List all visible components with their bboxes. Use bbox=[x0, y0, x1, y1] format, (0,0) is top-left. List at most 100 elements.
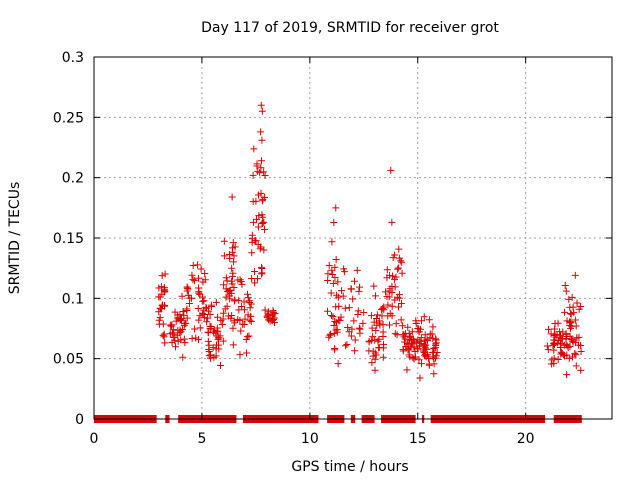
data-point bbox=[169, 326, 177, 334]
data-point bbox=[206, 310, 214, 318]
data-point bbox=[177, 328, 185, 336]
data-point bbox=[432, 339, 440, 347]
data-point bbox=[354, 307, 362, 315]
data-point bbox=[260, 246, 268, 254]
data-point bbox=[403, 366, 411, 374]
data-point bbox=[240, 298, 248, 306]
data-point bbox=[424, 351, 432, 359]
data-point bbox=[371, 349, 379, 357]
data-point bbox=[179, 353, 187, 361]
data-point bbox=[417, 334, 425, 342]
data-point bbox=[219, 337, 227, 345]
data-point bbox=[561, 282, 569, 290]
data-point bbox=[324, 277, 332, 285]
data-point bbox=[200, 297, 208, 305]
data-point bbox=[258, 107, 266, 115]
data-point bbox=[359, 319, 367, 327]
x-tick-label: 0 bbox=[90, 431, 99, 447]
data-point bbox=[325, 262, 333, 270]
data-point bbox=[329, 271, 337, 279]
data-point bbox=[335, 302, 343, 310]
data-point bbox=[332, 256, 340, 264]
data-point bbox=[188, 335, 196, 343]
data-point bbox=[344, 323, 352, 331]
data-point bbox=[194, 261, 202, 269]
data-point bbox=[241, 315, 249, 323]
data-point bbox=[254, 167, 262, 175]
data-point bbox=[331, 263, 339, 271]
data-point bbox=[557, 344, 565, 352]
data-point bbox=[577, 348, 585, 356]
data-point bbox=[422, 341, 430, 349]
data-point bbox=[247, 318, 255, 326]
x-tick-label: 5 bbox=[197, 431, 206, 447]
data-point bbox=[551, 325, 559, 333]
y-tick-label: 0.1 bbox=[62, 291, 84, 307]
data-point bbox=[195, 316, 203, 324]
data-point bbox=[409, 335, 417, 343]
data-point bbox=[324, 270, 332, 278]
data-point bbox=[554, 319, 562, 327]
data-point bbox=[405, 329, 413, 337]
data-point bbox=[577, 366, 585, 374]
data-point bbox=[391, 296, 399, 304]
data-point bbox=[211, 329, 219, 337]
data-point bbox=[245, 332, 253, 340]
data-point bbox=[568, 335, 576, 343]
data-point bbox=[214, 313, 222, 321]
data-point bbox=[375, 343, 383, 351]
data-point bbox=[386, 285, 394, 293]
data-point bbox=[168, 338, 176, 346]
data-point bbox=[155, 316, 163, 324]
data-point bbox=[373, 311, 381, 319]
data-point bbox=[379, 353, 387, 361]
data-point bbox=[331, 344, 339, 352]
data-point bbox=[550, 354, 558, 362]
data-point bbox=[227, 314, 235, 322]
data-point bbox=[191, 325, 199, 333]
data-point bbox=[329, 280, 337, 288]
data-point bbox=[261, 172, 269, 180]
grid-lines bbox=[94, 57, 612, 419]
y-axis-ticks: 0 0.05 0.1 0.15 0.2 0.25 0.3 bbox=[53, 50, 612, 428]
data-point bbox=[571, 339, 579, 347]
data-point bbox=[327, 330, 335, 338]
data-point bbox=[196, 324, 204, 332]
data-point bbox=[347, 285, 355, 293]
data-point bbox=[220, 252, 228, 260]
data-point bbox=[392, 320, 400, 328]
data-point bbox=[239, 320, 247, 328]
data-point bbox=[168, 321, 176, 329]
data-point bbox=[369, 332, 377, 340]
data-point bbox=[201, 269, 209, 277]
data-point bbox=[258, 270, 266, 278]
data-point bbox=[415, 356, 423, 364]
data-point bbox=[379, 304, 387, 312]
data-point bbox=[336, 316, 344, 324]
y-tick-label: 0.2 bbox=[62, 171, 84, 187]
data-point bbox=[332, 204, 340, 212]
data-point bbox=[356, 329, 364, 337]
data-point bbox=[379, 328, 387, 336]
data-point bbox=[356, 283, 364, 291]
data-point bbox=[418, 360, 426, 368]
data-point bbox=[351, 347, 359, 355]
data-point bbox=[190, 277, 198, 285]
data-point bbox=[158, 272, 166, 280]
data-point bbox=[545, 325, 553, 333]
data-point bbox=[409, 354, 417, 362]
data-point bbox=[182, 319, 190, 327]
data-point bbox=[204, 314, 212, 322]
y-tick-label: 0 bbox=[75, 412, 84, 428]
data-point bbox=[324, 307, 332, 315]
data-point bbox=[219, 309, 227, 317]
data-point bbox=[210, 326, 218, 334]
data-point bbox=[174, 326, 182, 334]
data-point bbox=[334, 360, 342, 368]
data-point bbox=[387, 166, 395, 174]
data-point bbox=[355, 287, 363, 295]
chart-title: Day 117 of 2019, SRMTID for receiver gro… bbox=[201, 20, 499, 36]
data-point bbox=[172, 343, 180, 351]
data-point bbox=[257, 101, 265, 109]
data-point bbox=[259, 195, 267, 203]
